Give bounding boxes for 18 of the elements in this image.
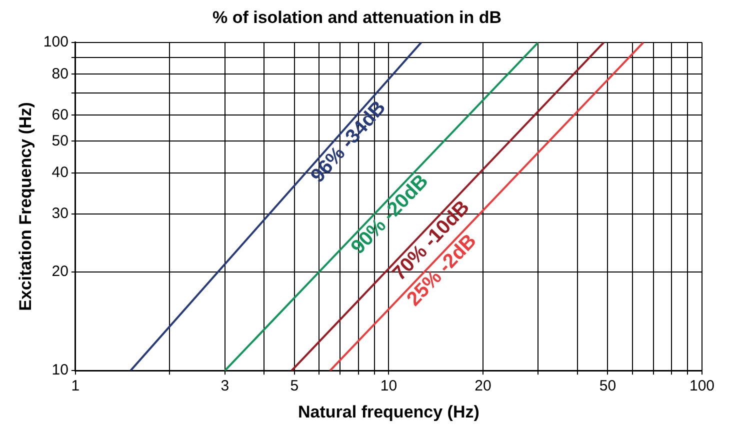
y-tick-label: 100: [43, 34, 68, 51]
x-tick-label: 1: [71, 378, 80, 395]
x-tick-label: 100: [689, 378, 715, 395]
y-tick-label: 60: [52, 106, 68, 124]
y-tick-label: 80: [52, 65, 68, 82]
y-tick-label: 20: [52, 262, 68, 280]
x-tick-label: 20: [474, 378, 492, 395]
x-tick-label: 3: [220, 378, 230, 395]
x-axis-title: Natural frequency (Hz): [298, 402, 480, 422]
y-tick-label: 50: [52, 132, 68, 150]
chart-title: % of isolation and attenuation in dB: [212, 8, 502, 27]
x-tick-label: 50: [599, 378, 616, 395]
x-tick-label: 10: [380, 378, 398, 395]
y-tick-label: 10: [52, 362, 68, 379]
x-tick-label: 5: [290, 378, 299, 395]
y-tick-label: 30: [52, 205, 68, 222]
y-axis-title: Excitation Frequency (Hz): [16, 102, 35, 311]
y-tick-label: 40: [52, 164, 68, 182]
